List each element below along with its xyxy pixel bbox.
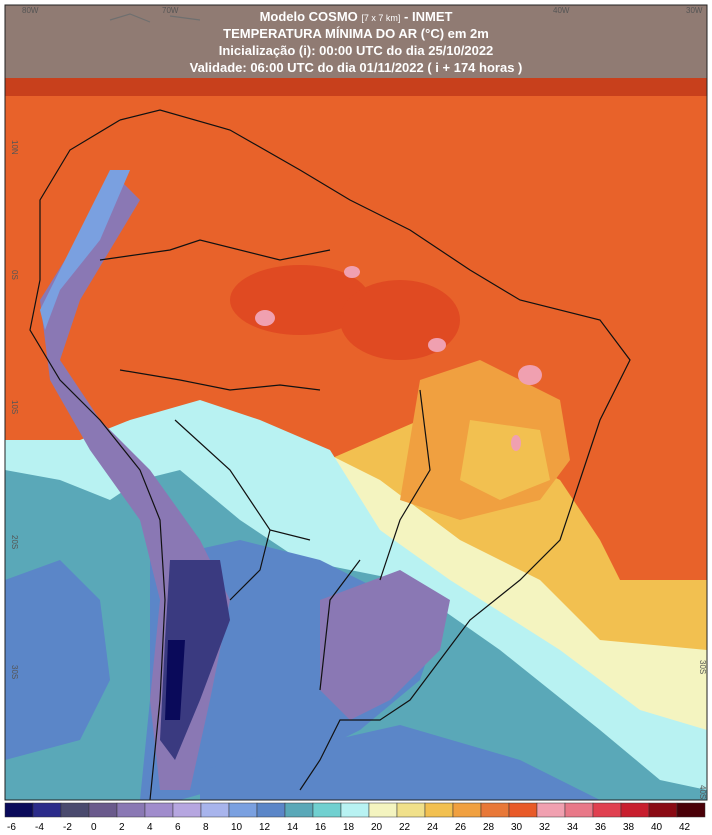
colorbar: -6 -4 -2 0 2 4 6 8 10 12 14 16 18 20 22 24 26 28 30 32 34 36 3… <box>4 802 706 833</box>
colorbar-label: 12 <box>259 822 271 833</box>
colorbar-label: -4 <box>35 822 44 833</box>
colorbar-swatch <box>564 802 594 818</box>
colorbar-swatch <box>396 802 426 818</box>
header-line: Modelo COSMO [7 x 7 km] - INMET <box>260 9 453 24</box>
colorbar-label: 42 <box>679 822 691 833</box>
coastline <box>119 109 631 791</box>
colorbar-label: 20 <box>371 822 383 833</box>
source: - INMET <box>404 9 452 24</box>
colorbar-label: 32 <box>539 822 551 833</box>
lon-label: 30W <box>686 6 703 15</box>
colorbar-label: 38 <box>623 822 635 833</box>
colorbar-swatch <box>4 802 34 818</box>
colorbar-swatch <box>88 802 118 818</box>
field-spot <box>344 266 360 278</box>
colorbar-swatch <box>368 802 398 818</box>
coastline <box>29 119 166 800</box>
colorbar-label: -2 <box>63 822 72 833</box>
lat-label: 30S <box>10 665 19 679</box>
colorbar-swatch <box>116 802 146 818</box>
lat-label: 20S <box>10 535 19 549</box>
lat-label: 40S <box>698 785 707 799</box>
colorbar-label: 36 <box>595 822 607 833</box>
field-spot <box>518 365 542 385</box>
colorbar-label: 24 <box>427 822 439 833</box>
model: Modelo COSMO <box>260 9 358 24</box>
field-spot <box>340 280 460 360</box>
init-time: Inicialização (i): 00:00 UTC do dia 25/1… <box>219 43 494 58</box>
field-andes <box>165 640 185 720</box>
colorbar-swatch <box>256 802 286 818</box>
colorbar-swatch <box>60 802 90 818</box>
colorbar-swatch <box>172 802 202 818</box>
colorbar-label: 18 <box>343 822 355 833</box>
colorbar-swatch <box>144 802 174 818</box>
field-zone <box>200 725 600 800</box>
colorbar-swatch <box>200 802 230 818</box>
lon-label: 70W <box>162 6 179 15</box>
colorbar-label: 34 <box>567 822 579 833</box>
lat-label: 0S <box>10 270 19 280</box>
colorbar-swatch <box>480 802 510 818</box>
colorbar-swatch <box>648 802 678 818</box>
colorbar-label: 16 <box>315 822 327 833</box>
map-frame <box>4 4 708 801</box>
colorbar-swatch <box>592 802 622 818</box>
colorbar-label: -6 <box>7 822 16 833</box>
colorbar-label: 2 <box>119 822 125 833</box>
colorbar-label: 4 <box>147 822 153 833</box>
resolution: [7 x 7 km] <box>361 13 400 23</box>
temperature-field <box>5 5 707 800</box>
field-zone <box>460 420 550 500</box>
colorbar-label: 40 <box>651 822 663 833</box>
colorbar-label: 0 <box>91 822 97 833</box>
title: TEMPERATURA MÍNIMA DO AR (°C) em 2m <box>223 26 489 41</box>
colorbar-swatch <box>620 802 650 818</box>
field-north <box>5 78 707 96</box>
lat-label: 10S <box>10 400 19 414</box>
field-spot <box>428 338 446 352</box>
colorbar-label: 28 <box>483 822 495 833</box>
colorbar-label: 6 <box>175 822 181 833</box>
lat-label: 10N <box>10 140 19 155</box>
colorbar-swatch <box>312 802 342 818</box>
colorbar-label: 26 <box>455 822 467 833</box>
colorbar-label: 14 <box>287 822 299 833</box>
colorbar-swatch <box>32 802 62 818</box>
colorbar-swatch <box>452 802 482 818</box>
colorbar-label: 8 <box>203 822 209 833</box>
colorbar-swatch <box>284 802 314 818</box>
field-spot <box>255 310 275 326</box>
valid-time: Validade: 06:00 UTC do dia 01/11/2022 ( … <box>190 60 523 75</box>
colorbar-swatch <box>340 802 370 818</box>
header-band <box>5 5 707 78</box>
lon-label: 80W <box>22 6 39 15</box>
field-zone <box>320 570 450 720</box>
borders <box>99 239 431 691</box>
colorbar-swatch <box>536 802 566 818</box>
colorbar-label: 22 <box>399 822 411 833</box>
lat-label: 30S <box>698 660 707 674</box>
colorbar-label: 10 <box>231 822 243 833</box>
colorbar-swatch <box>508 802 538 818</box>
field-spot <box>511 435 521 451</box>
colorbar-swatch <box>676 802 706 818</box>
lon-label: 40W <box>553 6 570 15</box>
colorbar-swatch <box>424 802 454 818</box>
colorbar-label: 30 <box>511 822 523 833</box>
colorbar-swatch <box>228 802 258 818</box>
grid-labels: 80W 70W 40W 30W 10N 0S 10S 20S 30S 30S 40S <box>10 6 707 799</box>
field-andes <box>40 170 130 330</box>
field-zone <box>5 560 110 760</box>
